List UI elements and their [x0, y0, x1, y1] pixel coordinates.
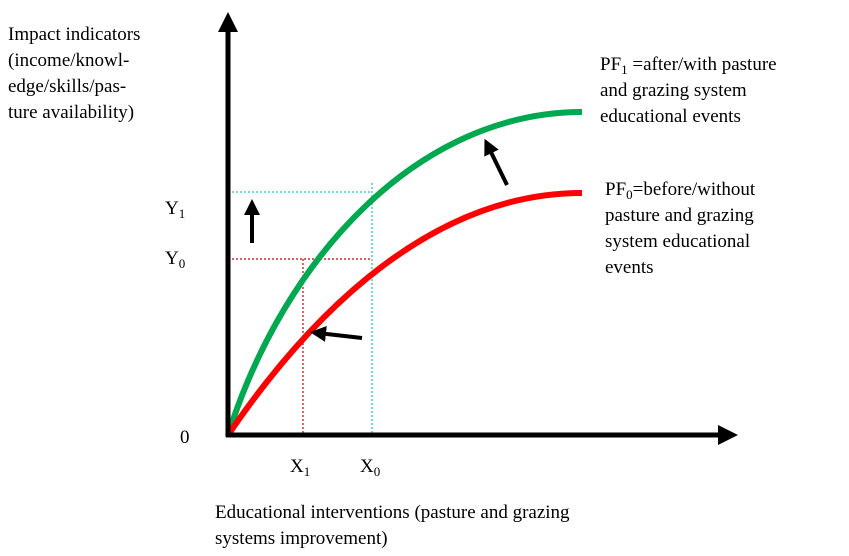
tick-base: Y [165, 198, 179, 219]
label-line: system educational [605, 231, 750, 252]
shift-arrow [484, 138, 509, 186]
label-line: Impact indicators [8, 24, 140, 45]
label-sub: 1 [621, 62, 628, 77]
label-line: edge/skills/pas- [8, 76, 126, 97]
label-line: and grazing system [600, 80, 747, 101]
label-line: educational events [600, 106, 741, 127]
y-axis-label: Impact indicators (income/knowl- edge/sk… [8, 24, 145, 123]
label-line: =after/with pasture [628, 54, 777, 75]
label-sub: 0 [626, 187, 633, 202]
tick-sub: 0 [179, 256, 186, 271]
tick-base: Y [165, 248, 179, 269]
label-line: systems improvement) [215, 528, 388, 549]
pf0-label: PF0=before/without pasture and grazing sys… [605, 179, 756, 278]
y-tick-label: Y1 [165, 198, 185, 221]
tick-sub: 1 [179, 206, 186, 221]
label-base: PF [605, 179, 626, 200]
pf1-curve [225, 109, 583, 436]
tick-sub: 0 [374, 464, 381, 479]
pf1-label: PF1 =after/with pasture and grazing syste… [600, 54, 777, 127]
label-line: ture availability) [8, 102, 134, 123]
tick-sub: 1 [304, 464, 311, 479]
x-tick-label: X1 [290, 456, 310, 479]
label-base: PF [600, 54, 621, 75]
label-line: pasture and grazing [605, 205, 754, 226]
tick-base: X [290, 456, 304, 477]
shift-arrow [310, 325, 363, 342]
label-line: Educational interventions (pasture and g… [215, 502, 570, 523]
y-tick-label: Y0 [165, 248, 185, 271]
origin-label: 0 [180, 427, 190, 448]
label-line: =before/without [633, 179, 756, 200]
x-axis-label: Educational interventions (pasture and g… [215, 502, 574, 549]
label-line: events [605, 257, 654, 278]
x-tick-label: X0 [360, 456, 380, 479]
label-line: (income/knowl- [8, 50, 129, 71]
pf0-curve [225, 190, 583, 437]
guides [228, 183, 373, 435]
tick-base: X [360, 456, 374, 477]
